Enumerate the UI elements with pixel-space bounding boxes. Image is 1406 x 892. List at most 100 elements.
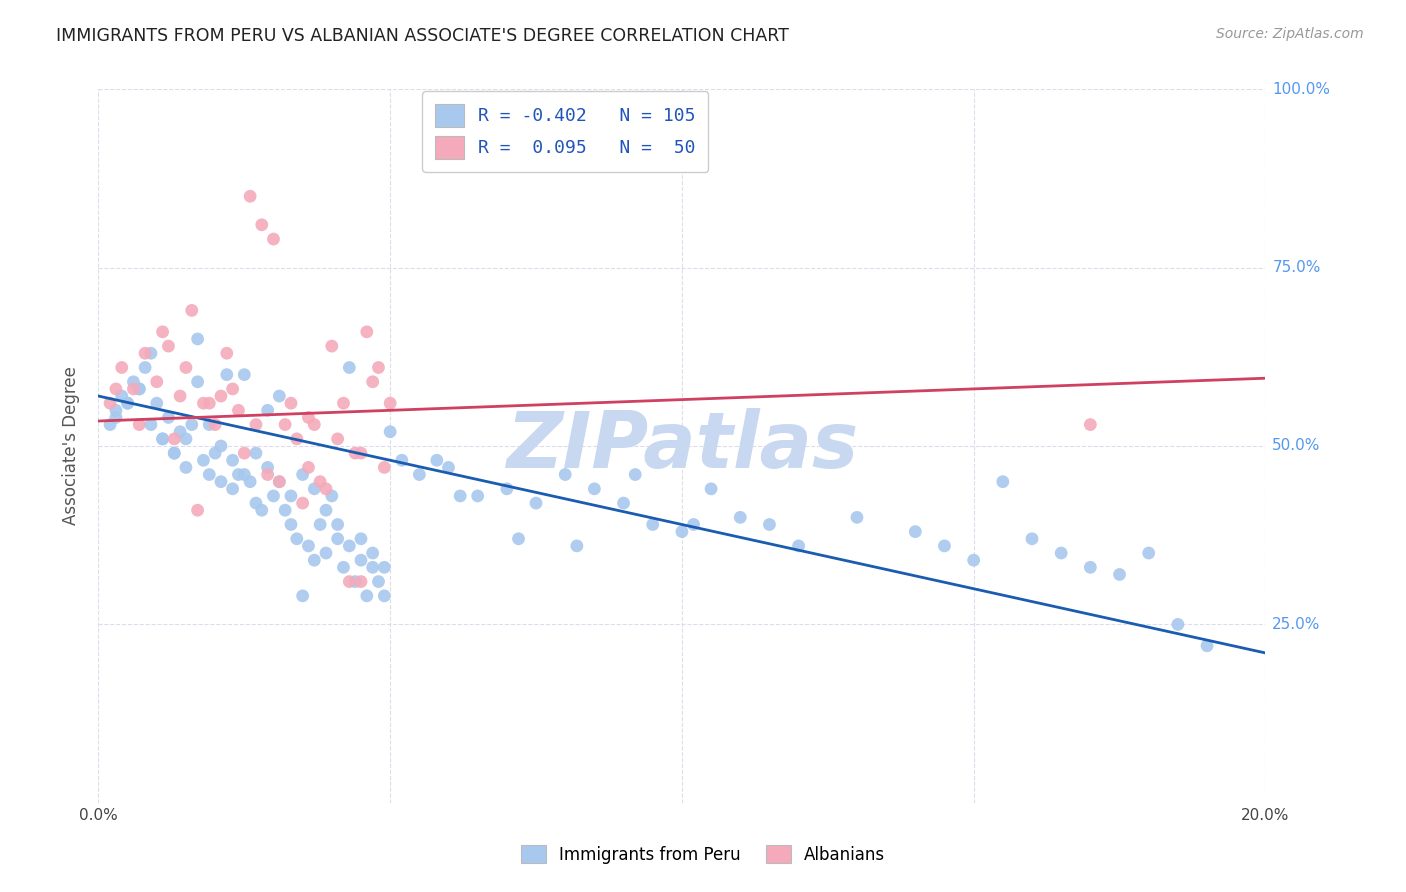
Point xyxy=(209,439,232,453)
Point xyxy=(198,467,221,482)
Point xyxy=(380,396,402,410)
Point xyxy=(198,417,221,432)
Point xyxy=(233,446,256,460)
Point xyxy=(128,382,150,396)
Text: 100.0%: 100.0% xyxy=(1272,82,1330,96)
Text: IMMIGRANTS FROM PERU VS ALBANIAN ASSOCIATE'S DEGREE CORRELATION CHART: IMMIGRANTS FROM PERU VS ALBANIAN ASSOCIA… xyxy=(56,27,789,45)
Point xyxy=(904,524,927,539)
Point xyxy=(193,453,215,467)
Point xyxy=(152,325,174,339)
Text: ZIPatlas: ZIPatlas xyxy=(506,408,858,484)
Point xyxy=(198,396,221,410)
Point xyxy=(304,553,326,567)
Point xyxy=(269,475,291,489)
Point xyxy=(239,475,262,489)
Point xyxy=(309,517,332,532)
Point xyxy=(962,553,984,567)
Point xyxy=(304,482,326,496)
Point xyxy=(356,589,378,603)
Point xyxy=(263,232,285,246)
Point xyxy=(315,503,337,517)
Point xyxy=(291,496,314,510)
Point xyxy=(730,510,752,524)
Point xyxy=(285,532,308,546)
Point xyxy=(245,496,267,510)
Point xyxy=(344,446,367,460)
Point xyxy=(613,496,636,510)
Point xyxy=(174,432,197,446)
Point xyxy=(180,417,202,432)
Point xyxy=(309,475,332,489)
Point xyxy=(583,482,606,496)
Point xyxy=(193,396,215,410)
Point xyxy=(245,417,267,432)
Point xyxy=(117,396,139,410)
Point xyxy=(122,375,145,389)
Point xyxy=(367,574,389,589)
Point xyxy=(134,346,156,360)
Point xyxy=(326,517,349,532)
Point xyxy=(350,553,373,567)
Point xyxy=(700,482,723,496)
Point xyxy=(233,467,256,482)
Point xyxy=(274,503,297,517)
Point xyxy=(221,382,243,396)
Point xyxy=(361,560,384,574)
Point xyxy=(215,346,238,360)
Point xyxy=(117,396,139,410)
Text: Source: ZipAtlas.com: Source: ZipAtlas.com xyxy=(1216,27,1364,41)
Point xyxy=(787,539,810,553)
Point xyxy=(139,417,162,432)
Point xyxy=(157,339,180,353)
Point xyxy=(209,389,232,403)
Point xyxy=(174,360,197,375)
Point xyxy=(326,432,349,446)
Point xyxy=(256,467,278,482)
Point xyxy=(373,460,395,475)
Point xyxy=(758,517,780,532)
Point xyxy=(134,360,156,375)
Point xyxy=(280,489,302,503)
Point xyxy=(682,517,704,532)
Point xyxy=(280,396,302,410)
Point xyxy=(297,460,319,475)
Point xyxy=(157,410,180,425)
Point xyxy=(221,482,243,496)
Point xyxy=(209,475,232,489)
Point xyxy=(356,325,378,339)
Point xyxy=(263,489,285,503)
Point xyxy=(128,417,150,432)
Point xyxy=(98,396,121,410)
Point xyxy=(467,489,489,503)
Point xyxy=(337,539,360,553)
Point xyxy=(350,532,373,546)
Point xyxy=(104,410,127,425)
Point xyxy=(228,467,250,482)
Point xyxy=(315,546,337,560)
Point xyxy=(291,467,314,482)
Point xyxy=(524,496,547,510)
Point xyxy=(344,574,367,589)
Point xyxy=(174,460,197,475)
Point xyxy=(146,375,169,389)
Point xyxy=(321,489,343,503)
Point xyxy=(1050,546,1073,560)
Point xyxy=(671,524,693,539)
Point xyxy=(297,539,319,553)
Point xyxy=(1080,560,1102,574)
Point xyxy=(991,475,1014,489)
Point xyxy=(326,532,349,546)
Text: 25.0%: 25.0% xyxy=(1272,617,1320,632)
Point xyxy=(565,539,588,553)
Point xyxy=(239,189,262,203)
Point xyxy=(373,589,395,603)
Point xyxy=(426,453,449,467)
Point xyxy=(624,467,647,482)
Point xyxy=(280,517,302,532)
Point xyxy=(228,403,250,417)
Point xyxy=(304,417,326,432)
Point xyxy=(337,574,360,589)
Text: 50.0%: 50.0% xyxy=(1272,439,1320,453)
Point xyxy=(111,389,134,403)
Point xyxy=(846,510,869,524)
